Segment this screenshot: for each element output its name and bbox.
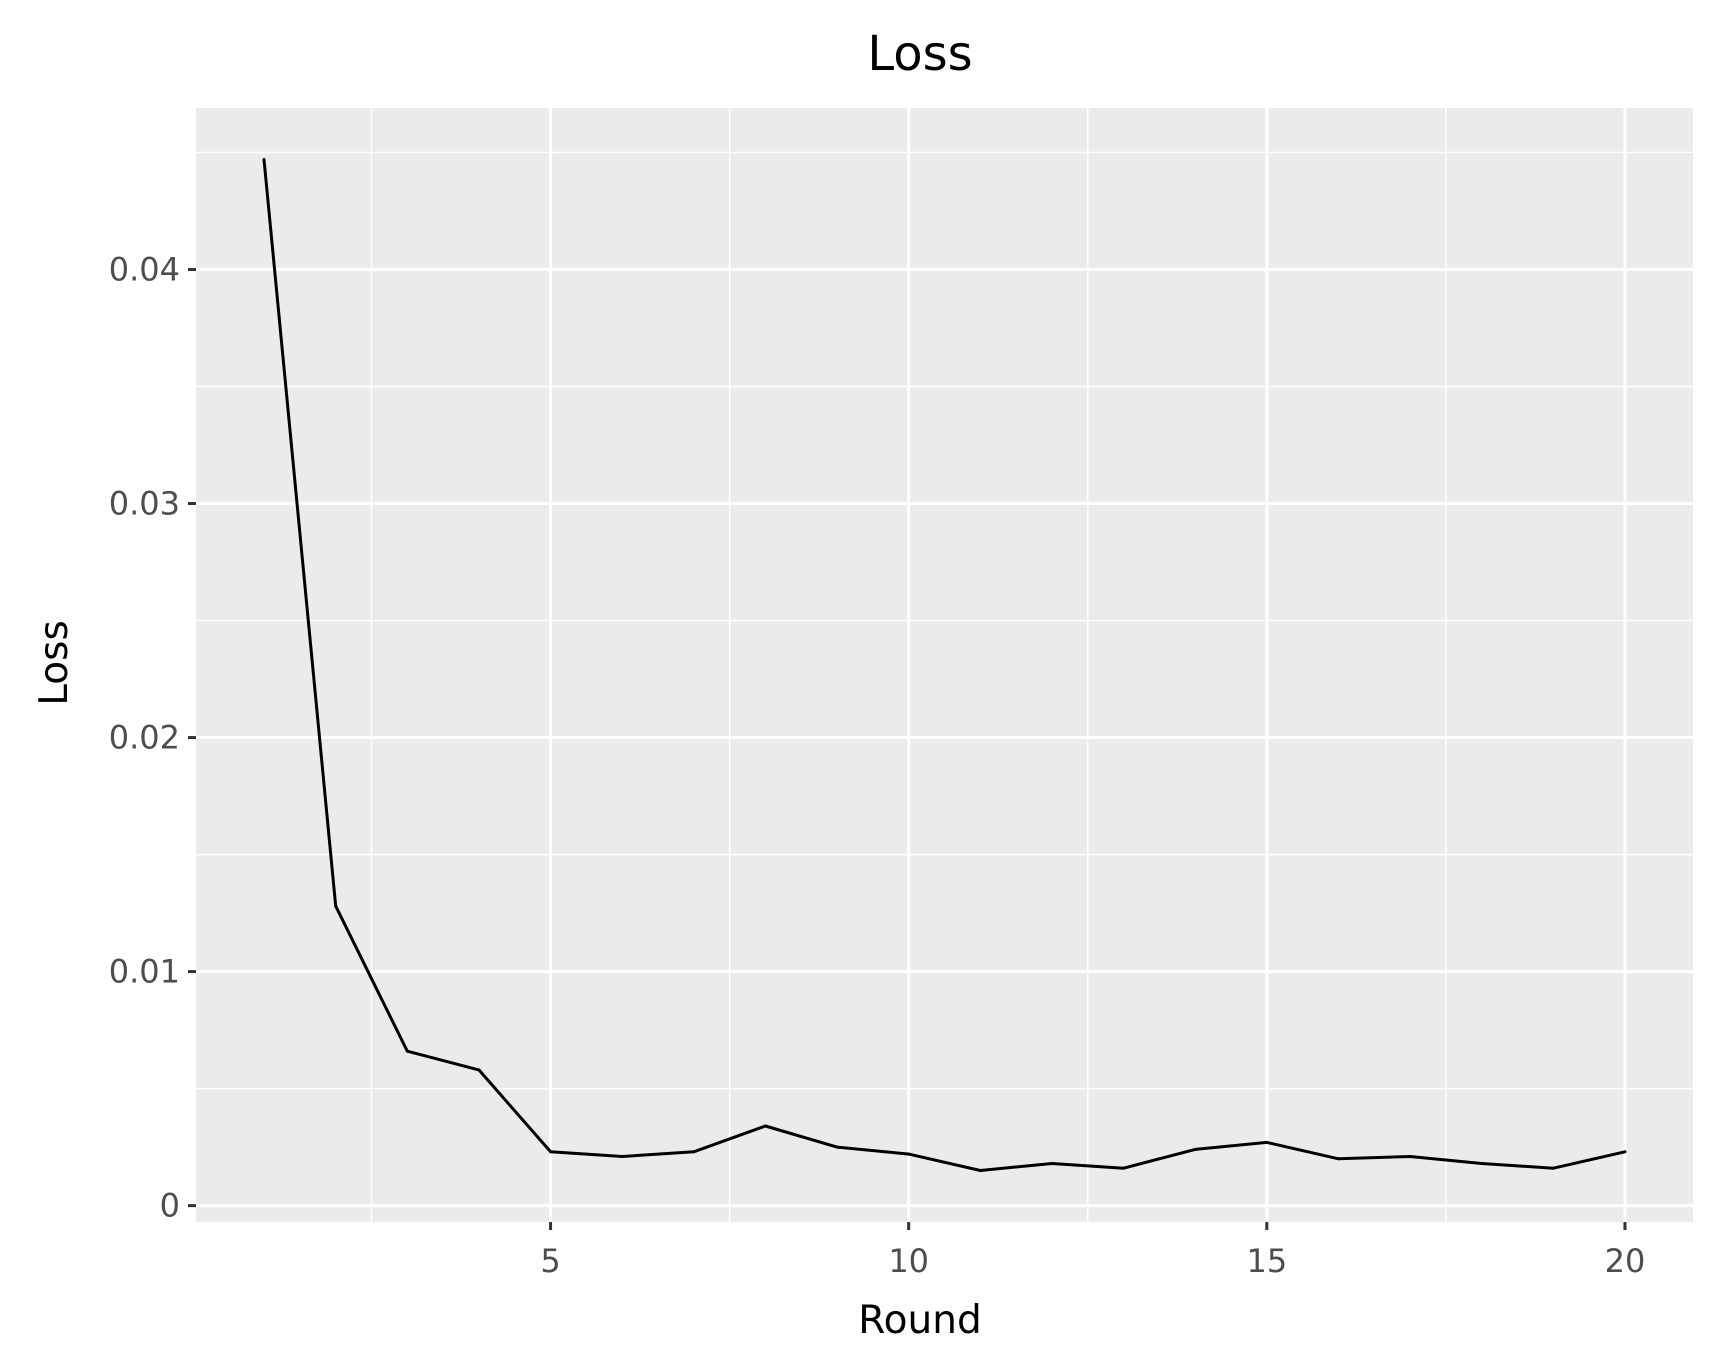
- y-tick-label: 0.01: [109, 953, 180, 991]
- data-point: [1122, 1166, 1126, 1170]
- x-tick-label: 10: [888, 1242, 929, 1280]
- y-tick-label: 0.03: [109, 485, 180, 523]
- x-tick-label: 15: [1246, 1242, 1287, 1280]
- data-point: [763, 1124, 767, 1128]
- data-point: [477, 1068, 481, 1072]
- y-tick-label: 0.04: [109, 250, 180, 288]
- y-tick-label: 0.02: [109, 719, 180, 757]
- data-point: [1265, 1140, 1269, 1144]
- data-point: [692, 1150, 696, 1154]
- y-tick-label: 0: [160, 1187, 180, 1225]
- data-point: [978, 1169, 982, 1173]
- series-layer: [262, 157, 1627, 1173]
- x-tick-label: 20: [1605, 1242, 1646, 1280]
- data-point: [620, 1154, 624, 1158]
- minor-gridlines: [196, 108, 1693, 1222]
- x-axis-title: Round: [858, 1298, 981, 1343]
- data-point: [405, 1049, 409, 1053]
- chart-title: Loss: [867, 26, 972, 82]
- major-gridlines: [196, 108, 1693, 1222]
- data-point: [1480, 1161, 1484, 1165]
- x-tick-label: 5: [540, 1242, 560, 1280]
- data-point: [1193, 1147, 1197, 1151]
- data-point: [907, 1152, 911, 1156]
- y-axis: 0 0.01 0.02 0.03 0.04: [109, 250, 196, 1225]
- data-point: [1408, 1154, 1412, 1158]
- data-point: [549, 1150, 553, 1154]
- y-axis-title: Loss: [32, 620, 77, 706]
- data-point: [262, 157, 266, 161]
- series-line: [262, 159, 1626, 1172]
- data-point: [1050, 1161, 1054, 1165]
- data-point: [835, 1145, 839, 1149]
- data-point: [1551, 1166, 1555, 1170]
- data-point: [1623, 1150, 1627, 1154]
- plot-panel: [196, 108, 1693, 1222]
- data-point: [1336, 1157, 1340, 1161]
- x-axis: 5 10 15 20: [540, 1222, 1645, 1280]
- data-point: [334, 904, 338, 908]
